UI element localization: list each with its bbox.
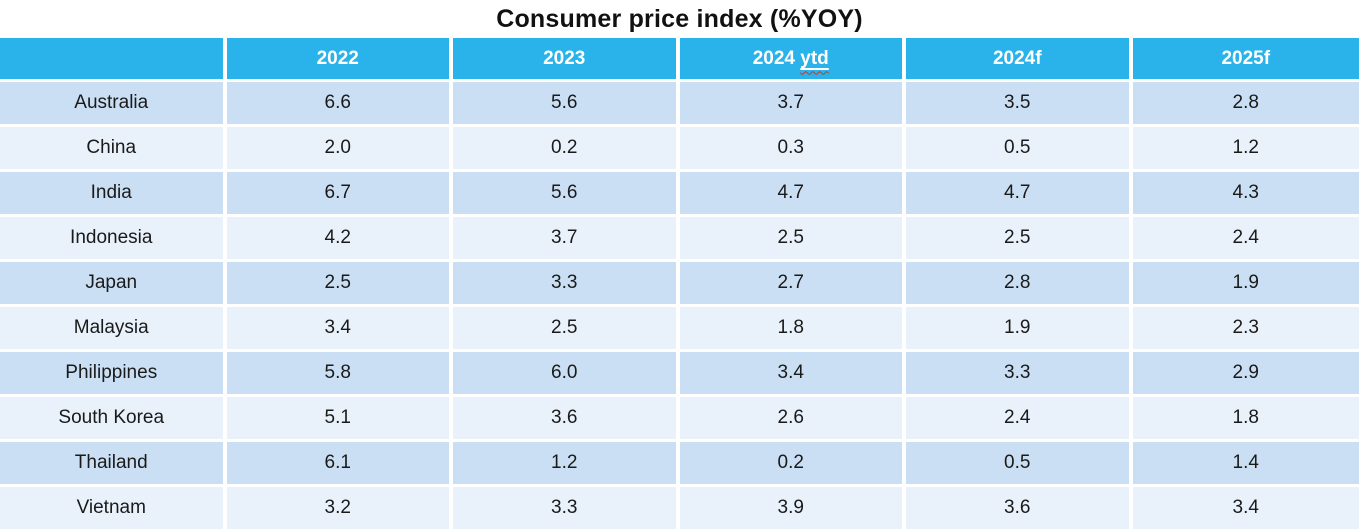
value-cell: 5.1 bbox=[226, 394, 453, 439]
table-row: Thailand 6.1 1.2 0.2 0.5 1.4 bbox=[0, 439, 1359, 484]
value-cell: 2.8 bbox=[906, 259, 1133, 304]
value-cell: 1.8 bbox=[1132, 394, 1359, 439]
col-header-2025f: 2025f bbox=[1132, 38, 1359, 79]
table-body: Australia 6.6 5.6 3.7 3.5 2.8 China 2.0 0.2 0.3 0.… bbox=[0, 79, 1359, 529]
country-cell: China bbox=[0, 124, 227, 169]
value-cell: 5.6 bbox=[453, 79, 680, 124]
table-row: Vietnam 3.2 3.3 3.9 3.6 3.4 bbox=[0, 484, 1359, 529]
value-cell: 4.7 bbox=[679, 169, 906, 214]
col-header-2024-ytd-underline: ytd bbox=[800, 48, 829, 69]
table-row: Philippines 5.8 6.0 3.4 3.3 2.9 bbox=[0, 349, 1359, 394]
country-cell: Thailand bbox=[0, 439, 227, 484]
country-cell: Australia bbox=[0, 79, 227, 124]
value-cell: 3.7 bbox=[453, 214, 680, 259]
value-cell: 5.8 bbox=[226, 349, 453, 394]
value-cell: 3.6 bbox=[906, 484, 1133, 529]
table-row: Malaysia 3.4 2.5 1.8 1.9 2.3 bbox=[0, 304, 1359, 349]
col-header-2024-ytd-prefix: 2024 bbox=[752, 47, 795, 69]
value-cell: 5.6 bbox=[453, 169, 680, 214]
country-cell: India bbox=[0, 169, 227, 214]
table-row: South Korea 5.1 3.6 2.6 2.4 1.8 bbox=[0, 394, 1359, 439]
value-cell: 6.7 bbox=[226, 169, 453, 214]
value-cell: 1.8 bbox=[679, 304, 906, 349]
value-cell: 3.9 bbox=[679, 484, 906, 529]
value-cell: 2.5 bbox=[906, 214, 1133, 259]
value-cell: 3.3 bbox=[906, 349, 1133, 394]
value-cell: 3.4 bbox=[1132, 484, 1359, 529]
table-row: Indonesia 4.2 3.7 2.5 2.5 2.4 bbox=[0, 214, 1359, 259]
col-header-blank bbox=[0, 38, 227, 79]
value-cell: 3.4 bbox=[679, 349, 906, 394]
value-cell: 2.7 bbox=[679, 259, 906, 304]
table-row: Australia 6.6 5.6 3.7 3.5 2.8 bbox=[0, 79, 1359, 124]
value-cell: 1.9 bbox=[906, 304, 1133, 349]
value-cell: 2.5 bbox=[226, 259, 453, 304]
country-cell: Philippines bbox=[0, 349, 227, 394]
value-cell: 1.2 bbox=[453, 439, 680, 484]
value-cell: 3.2 bbox=[226, 484, 453, 529]
value-cell: 0.5 bbox=[906, 124, 1133, 169]
value-cell: 0.5 bbox=[906, 439, 1133, 484]
col-header-2024f: 2024f bbox=[906, 38, 1133, 79]
table-row: China 2.0 0.2 0.3 0.5 1.2 bbox=[0, 124, 1359, 169]
value-cell: 4.3 bbox=[1132, 169, 1359, 214]
col-header-2024-ytd: 2024 ytd bbox=[679, 38, 906, 79]
value-cell: 0.2 bbox=[679, 439, 906, 484]
value-cell: 6.0 bbox=[453, 349, 680, 394]
cpi-table: 2022 2023 2024 ytd 2024f 2025f Australia… bbox=[0, 38, 1359, 529]
value-cell: 0.3 bbox=[679, 124, 906, 169]
value-cell: 2.5 bbox=[453, 304, 680, 349]
value-cell: 4.2 bbox=[226, 214, 453, 259]
country-cell: South Korea bbox=[0, 394, 227, 439]
value-cell: 2.4 bbox=[1132, 214, 1359, 259]
value-cell: 1.4 bbox=[1132, 439, 1359, 484]
country-cell: Malaysia bbox=[0, 304, 227, 349]
country-cell: Vietnam bbox=[0, 484, 227, 529]
value-cell: 1.2 bbox=[1132, 124, 1359, 169]
value-cell: 3.3 bbox=[453, 484, 680, 529]
value-cell: 2.0 bbox=[226, 124, 453, 169]
value-cell: 1.9 bbox=[1132, 259, 1359, 304]
value-cell: 3.4 bbox=[226, 304, 453, 349]
value-cell: 2.4 bbox=[906, 394, 1133, 439]
table-row: India 6.7 5.6 4.7 4.7 4.3 bbox=[0, 169, 1359, 214]
value-cell: 4.7 bbox=[906, 169, 1133, 214]
value-cell: 3.3 bbox=[453, 259, 680, 304]
col-header-2023: 2023 bbox=[453, 38, 680, 79]
country-cell: Japan bbox=[0, 259, 227, 304]
value-cell: 6.1 bbox=[226, 439, 453, 484]
value-cell: 2.6 bbox=[679, 394, 906, 439]
spellcheck-squiggle: ytd bbox=[800, 47, 829, 69]
value-cell: 3.7 bbox=[679, 79, 906, 124]
value-cell: 6.6 bbox=[226, 79, 453, 124]
value-cell: 2.9 bbox=[1132, 349, 1359, 394]
value-cell: 3.6 bbox=[453, 394, 680, 439]
value-cell: 2.3 bbox=[1132, 304, 1359, 349]
value-cell: 0.2 bbox=[453, 124, 680, 169]
value-cell: 2.5 bbox=[679, 214, 906, 259]
country-cell: Indonesia bbox=[0, 214, 227, 259]
table-header-row: 2022 2023 2024 ytd 2024f 2025f bbox=[0, 38, 1359, 79]
value-cell: 2.8 bbox=[1132, 79, 1359, 124]
value-cell: 3.5 bbox=[906, 79, 1133, 124]
page-title: Consumer price index (%YOY) bbox=[496, 4, 863, 33]
col-header-2022: 2022 bbox=[226, 38, 453, 79]
table-row: Japan 2.5 3.3 2.7 2.8 1.9 bbox=[0, 259, 1359, 304]
